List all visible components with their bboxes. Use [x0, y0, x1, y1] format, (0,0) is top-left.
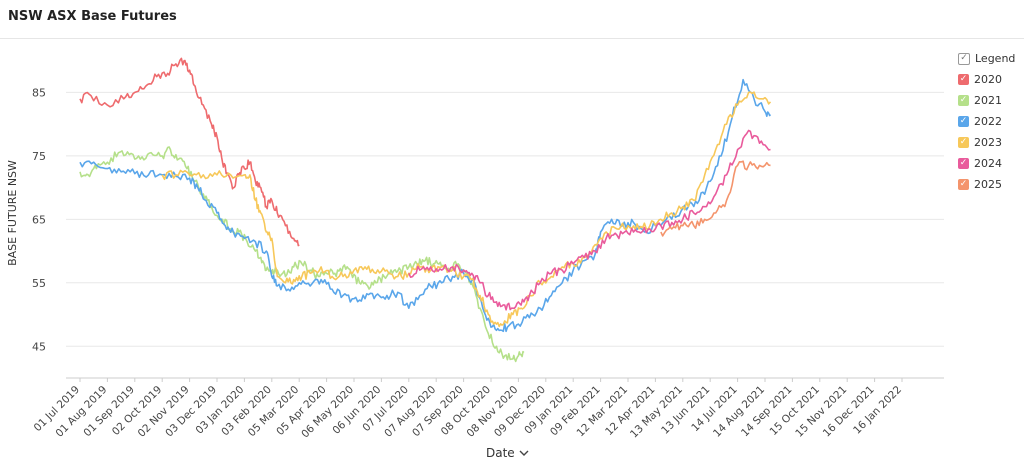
series-line-2021: [79, 146, 525, 363]
y-axis-label: BASE FUTURE NSW: [6, 160, 19, 266]
legend-item-label: 2021: [974, 94, 1002, 107]
y-tick-label: 65: [32, 213, 46, 226]
legend-item-label: 2023: [974, 136, 1002, 149]
series-line-2023: [161, 91, 772, 328]
legend-item-label: 2022: [974, 115, 1002, 128]
checkbox-icon: ✓: [958, 116, 969, 127]
x-axis-selector[interactable]: Date: [486, 446, 529, 460]
checkbox-icon: ✓: [958, 74, 969, 85]
y-tick-label: 75: [32, 150, 46, 163]
y-tick-label: 55: [32, 277, 46, 290]
legend-item-2025[interactable]: ✓ 2025: [958, 174, 1024, 195]
chart-title: NSW ASX Base Futures: [8, 9, 177, 24]
legend-header-label: Legend: [975, 52, 1016, 65]
legend-item-2023[interactable]: ✓ 2023: [958, 132, 1024, 153]
legend-item-2024[interactable]: ✓ 2024: [958, 153, 1024, 174]
series-line-2025: [660, 160, 771, 237]
legend-item-2021[interactable]: ✓ 2021: [958, 90, 1024, 111]
chevron-down-icon: [519, 450, 529, 456]
checkbox-icon: ✓: [958, 95, 969, 106]
legend-header[interactable]: ✓ Legend: [958, 48, 1024, 69]
title-divider: [0, 38, 1024, 39]
checkbox-icon: ✓: [958, 52, 970, 65]
y-tick-label: 45: [32, 340, 46, 353]
checkbox-icon: ✓: [958, 158, 969, 169]
x-axis-label: Date: [486, 446, 515, 460]
series-line-2024: [408, 129, 771, 311]
legend-item-label: 2020: [974, 73, 1002, 86]
legend-item-label: 2024: [974, 157, 1002, 170]
legend-item-label: 2025: [974, 178, 1002, 191]
checkbox-icon: ✓: [958, 179, 969, 190]
series-line-2020: [79, 57, 300, 247]
legend-item-2022[interactable]: ✓ 2022: [958, 111, 1024, 132]
legend: ✓ Legend ✓ 2020 ✓ 2021 ✓ 2022 ✓ 2023 ✓ 2024 ✓ 2025: [958, 48, 1024, 195]
legend-item-2020[interactable]: ✓ 2020: [958, 69, 1024, 90]
y-tick-label: 85: [32, 86, 46, 99]
series-line-2022: [79, 78, 772, 333]
checkbox-icon: ✓: [958, 137, 969, 148]
